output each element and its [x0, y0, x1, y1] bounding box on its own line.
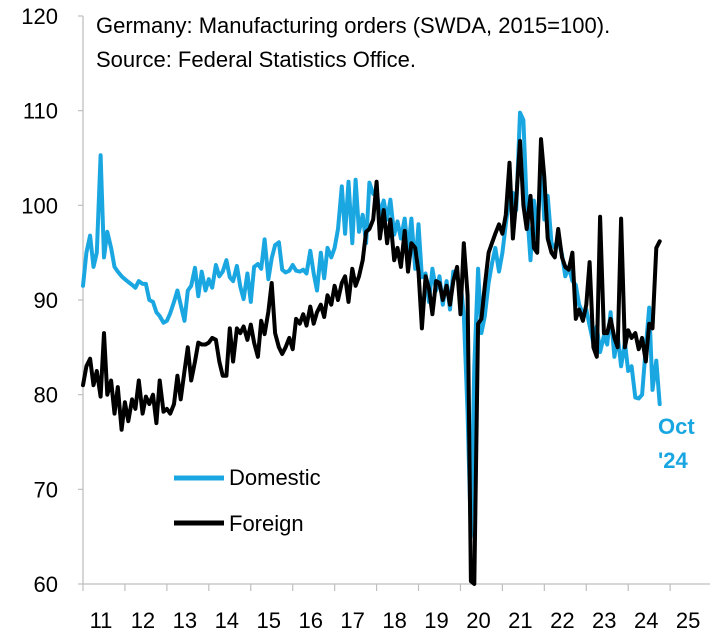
y-tick-label: 90 [34, 288, 58, 313]
y-tick-label: 80 [34, 383, 58, 408]
x-tick-label: 17 [340, 608, 364, 633]
y-tick-label: 70 [34, 477, 58, 502]
x-tick-label: 22 [550, 608, 574, 633]
series-line-domestic [81, 110, 662, 539]
series-lines [81, 110, 662, 586]
x-tick-label: 12 [131, 608, 155, 633]
title-line-1: Germany: Manufacturing orders (SWDA, 201… [96, 13, 610, 38]
x-tick-label: 15 [257, 608, 281, 633]
x-tick-label: 19 [424, 608, 448, 633]
legend: Domestic Foreign [174, 465, 321, 536]
plot-area: 60 70 80 90 100 110 120 11 12 13 14 15 16 17 18 19 20 21… [21, 4, 710, 633]
x-tick-label: 24 [634, 608, 658, 633]
chart-title: Germany: Manufacturing orders (SWDA, 201… [96, 13, 610, 72]
end-label: Oct '24 [658, 414, 695, 473]
legend-label-domestic: Domestic [229, 465, 321, 490]
y-axis-ticks: 60 70 80 90 100 110 120 [21, 4, 83, 597]
x-tick-label: 21 [508, 608, 532, 633]
end-label-month: Oct [658, 414, 695, 439]
series-line-foreign [81, 137, 662, 586]
x-tick-label: 20 [466, 608, 490, 633]
x-axis-ticks: 11 12 13 14 15 16 17 18 19 20 21 22 23 24 25 [82, 584, 700, 633]
y-tick-label: 120 [21, 4, 58, 29]
x-tick-label: 18 [382, 608, 406, 633]
y-tick-label: 60 [34, 572, 58, 597]
legend-label-foreign: Foreign [229, 511, 304, 536]
x-tick-label: 23 [592, 608, 616, 633]
x-tick-label: 11 [90, 608, 113, 633]
x-tick-label: 25 [676, 608, 700, 633]
title-line-2: Source: Federal Statistics Office. [96, 47, 416, 72]
x-tick-label: 16 [298, 608, 322, 633]
end-label-year: '24 [658, 448, 688, 473]
y-tick-label: 110 [23, 99, 58, 124]
x-tick-label: 13 [173, 608, 197, 633]
y-tick-label: 100 [21, 193, 58, 218]
x-tick-label: 14 [215, 608, 239, 633]
